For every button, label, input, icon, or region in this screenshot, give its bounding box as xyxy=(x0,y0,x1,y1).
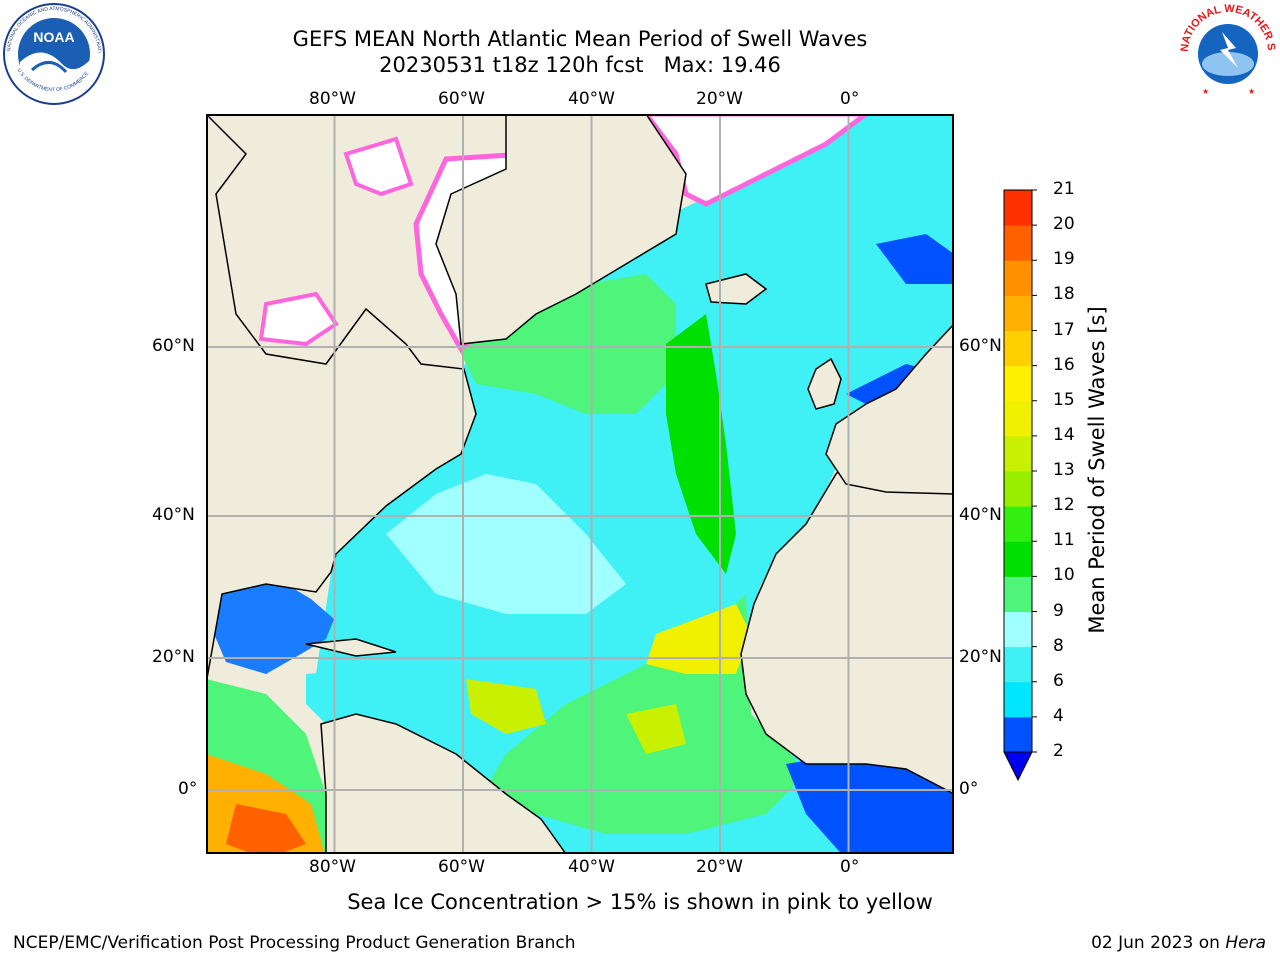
lon-tick-bottom-60w: 60°W xyxy=(438,857,485,877)
lon-tick-top-0: 0° xyxy=(840,89,860,109)
chart-title: GEFS MEAN North Atlantic Mean Period of … xyxy=(292,27,868,51)
colorbar-tick-label: 12 xyxy=(1053,495,1075,516)
colorbar-segment xyxy=(1004,471,1032,507)
colorbar-segment xyxy=(1004,435,1032,472)
colorbar-segment xyxy=(1004,365,1032,402)
lon-tick-top-20w: 20°W xyxy=(696,89,743,109)
uk xyxy=(807,357,842,410)
colorbar-segment xyxy=(1004,506,1032,542)
lon-tick-bottom-40w: 40°W xyxy=(568,857,615,877)
lat-tick-left-40n: 40°N xyxy=(152,505,195,525)
cuba xyxy=(305,638,397,657)
footer-credit: NCEP/EMC/Verification Post Processing Pr… xyxy=(13,933,576,953)
lon-tick-bottom-0: 0° xyxy=(840,857,860,877)
greenland xyxy=(435,114,687,345)
colorbar-segment xyxy=(1004,295,1032,331)
svg-text:★: ★ xyxy=(1202,87,1209,96)
noaa-logo: NOAA NATIONAL OCEANIC AND ATMOSPHERIC AD… xyxy=(2,2,105,105)
norway-coast-short xyxy=(876,234,954,284)
colorbar-tick-label: 2 xyxy=(1053,741,1064,761)
colorbar-segment xyxy=(1004,330,1032,367)
colorbar-segment xyxy=(1004,716,1032,753)
sea-ice-baffin xyxy=(343,136,414,197)
colorbar xyxy=(1003,189,1037,782)
south-america xyxy=(320,713,567,854)
colorbar-tick-label: 13 xyxy=(1053,460,1075,480)
swell-band-mid xyxy=(666,314,736,574)
colorbar-label: Mean Period of Swell Waves [s] xyxy=(1085,306,1109,634)
colorbar-tick-label: 9 xyxy=(1053,600,1064,621)
colorbar-segment xyxy=(1004,646,1032,683)
nws-logo: NATIONAL WEATHER SERVICE ★ ★ xyxy=(1178,2,1277,100)
colorbar-tick-label: 14 xyxy=(1053,424,1075,445)
swell-high-yellow-3 xyxy=(626,704,686,754)
colorbar-segment xyxy=(1004,260,1032,296)
pacific-peak xyxy=(226,804,306,854)
lat-tick-right-40n: 40°N xyxy=(959,505,1002,525)
footer-date: 02 Jun 2023 on Hera xyxy=(1091,933,1266,953)
colorbar-segment xyxy=(1004,611,1032,648)
swell-high-yellow-2 xyxy=(466,679,546,734)
ocean-light xyxy=(386,474,626,614)
lat-tick-left-60n: 60°N xyxy=(152,336,195,356)
map xyxy=(206,114,954,854)
colorbar-segment xyxy=(1004,225,1032,261)
ocean-area xyxy=(316,114,954,854)
sea-ice-hudson xyxy=(258,291,339,347)
svg-text:★: ★ xyxy=(1248,87,1255,96)
noaa-center-text: NOAA xyxy=(33,29,74,45)
lat-tick-left-0: 0° xyxy=(178,779,198,799)
lat-tick-left-20n: 20°N xyxy=(152,647,195,667)
colorbar-tick-label: 17 xyxy=(1053,319,1075,340)
colorbar-segment xyxy=(1004,576,1032,612)
footer-host: Hera xyxy=(1225,933,1266,953)
colorbar-tick-label: 8 xyxy=(1053,635,1064,656)
europe xyxy=(825,322,954,495)
colorbar-segment xyxy=(1004,190,1032,226)
footer-date-text: 02 Jun 2023 on xyxy=(1091,933,1226,953)
colorbar-tick-label: 19 xyxy=(1053,249,1075,270)
colorbar-segment xyxy=(1004,400,1032,437)
colorbar-tick-label: 15 xyxy=(1053,389,1075,410)
colorbar-tick-label: 18 xyxy=(1053,284,1075,305)
lon-tick-top-60w: 60°W xyxy=(438,89,485,109)
lon-tick-top-40w: 40°W xyxy=(568,89,615,109)
colorbar-tick-label: 20 xyxy=(1053,214,1075,235)
lon-tick-bottom-80w: 80°W xyxy=(309,857,356,877)
colorbar-tick-label: 6 xyxy=(1053,670,1064,691)
colorbar-segment xyxy=(1004,681,1032,718)
gulf-of-mexico xyxy=(214,579,334,674)
grid xyxy=(206,114,954,854)
lon-tick-bottom-20w: 20°W xyxy=(696,857,743,877)
swell-high-yellow xyxy=(646,604,751,674)
north-america xyxy=(206,114,477,685)
colorbar-tick-label: 4 xyxy=(1053,705,1064,726)
gulf-guinea-short xyxy=(786,754,954,854)
lat-tick-right-60n: 60°N xyxy=(959,336,1002,356)
colorbar-tick-label: 21 xyxy=(1053,179,1075,199)
colorbar-extend-below xyxy=(1003,751,1033,782)
lat-tick-right-20n: 20°N xyxy=(959,647,1002,667)
lon-tick-top-80w: 80°W xyxy=(309,89,356,109)
colorbar-tick-label: 11 xyxy=(1053,530,1075,551)
lat-tick-right-0: 0° xyxy=(959,779,979,799)
colorbar-tick-label: 10 xyxy=(1053,565,1075,586)
chart-subtitle: 20230531 t18z 120h fcst Max: 19.46 xyxy=(379,53,781,77)
sea-ice-note: Sea Ice Concentration > 15% is shown in … xyxy=(347,890,933,914)
colorbar-tick-label: 16 xyxy=(1053,354,1075,375)
colorbar-segment xyxy=(1004,541,1032,577)
